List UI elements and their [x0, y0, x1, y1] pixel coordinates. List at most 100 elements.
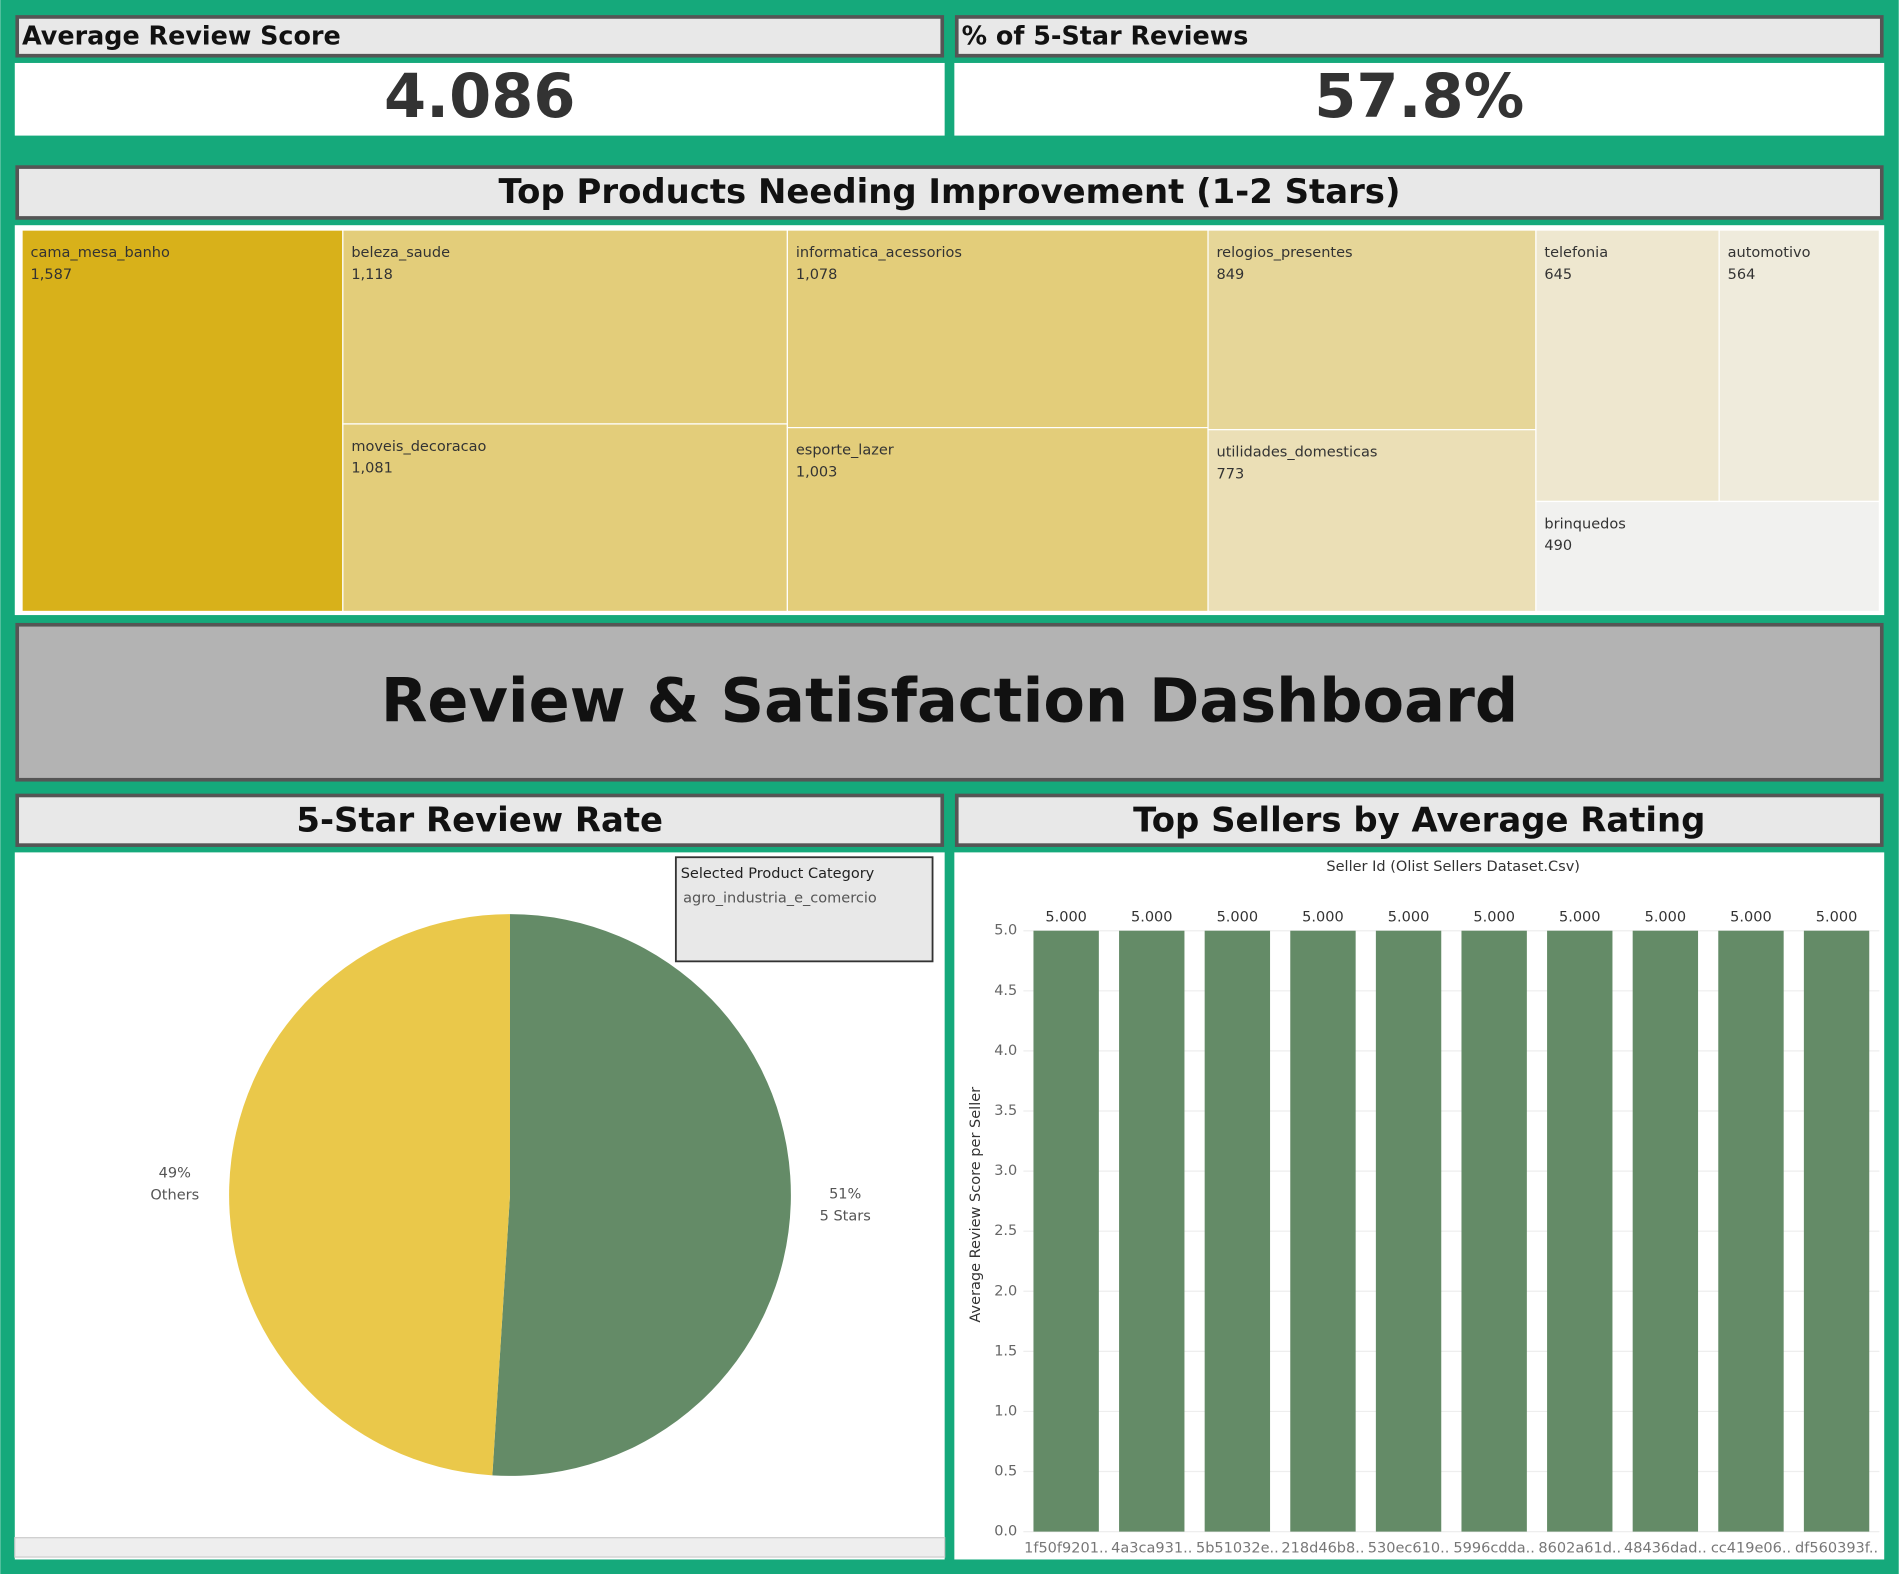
bar-value: 5.000: [1645, 909, 1687, 925]
y-tick-label: 5.0: [994, 923, 1017, 939]
cell-value: 1,081: [351, 461, 393, 477]
cell-label: moveis_decoracao: [351, 439, 486, 455]
bar-value: 5.000: [1131, 909, 1173, 925]
y-tick-label: 0.0: [994, 1524, 1017, 1540]
bar-value: 5.000: [1388, 909, 1430, 925]
treemap-cell: [1718, 229, 1880, 503]
y-tick-label: 2.0: [994, 1283, 1017, 1299]
cell-label: telefonia: [1544, 245, 1608, 261]
kpi-box: [14, 62, 945, 136]
cell-label: informatica_acessorios: [796, 245, 962, 261]
y-tick-label: 4.0: [994, 1043, 1017, 1059]
pie-slice: [229, 914, 510, 1476]
x-tick-label: 8602a61d..: [1538, 1541, 1621, 1557]
x-tick-label: 530ec610..: [1368, 1541, 1450, 1557]
x-axis-title: Seller Id (Olist Sellers Dataset.Csv): [1326, 859, 1580, 875]
scrollbar[interactable]: [14, 1537, 946, 1558]
x-tick-label: df560393f..: [1795, 1541, 1878, 1557]
x-tick-label: 4a3ca931..: [1111, 1541, 1192, 1557]
cell-value: 849: [1217, 267, 1245, 283]
bar-value: 5.000: [1816, 909, 1858, 925]
slice-value: 49%: [159, 1166, 191, 1182]
cell-value: 773: [1217, 466, 1245, 482]
slice-label: 5 Stars: [820, 1208, 871, 1224]
kpi-title-box: [15, 15, 945, 58]
x-tick-label: cc419e06..: [1711, 1541, 1791, 1557]
pie-slice: [492, 914, 791, 1476]
y-tick-label: 1.5: [994, 1343, 1017, 1359]
y-tick-label: 4.5: [994, 983, 1017, 999]
treemap-cell: [342, 423, 788, 613]
cell-label: esporte_lazer: [796, 443, 894, 459]
filter-box[interactable]: [674, 856, 934, 963]
bar: [1375, 930, 1442, 1532]
y-axis-title: Average Review Score per Seller: [968, 1087, 984, 1323]
x-tick-label: 1f50f9201..: [1024, 1541, 1108, 1557]
panel-title-box: [954, 793, 1884, 847]
x-tick-label: 5996cdda..: [1453, 1541, 1534, 1557]
cell-value: 564: [1728, 267, 1756, 283]
y-tick-label: 3.0: [994, 1163, 1017, 1179]
cell-value: 490: [1544, 538, 1572, 554]
cell-value: 645: [1544, 267, 1572, 283]
slice-value: 51%: [829, 1187, 861, 1203]
cell-label: cama_mesa_banho: [31, 245, 170, 261]
treemap-cell: [1535, 229, 1720, 503]
y-tick-label: 3.5: [994, 1103, 1017, 1119]
treemap-cell: [21, 229, 344, 613]
cell-value: 1,003: [796, 464, 838, 480]
bar: [1632, 930, 1699, 1532]
x-tick-label: 218d46b8..: [1281, 1541, 1364, 1557]
treemap-cell: [786, 427, 1209, 613]
bar: [1803, 930, 1870, 1532]
filter-title: Selected Product Category: [681, 866, 875, 882]
cell-label: brinquedos: [1544, 516, 1625, 532]
bar-title: Top Sellers by Average Rating: [1133, 801, 1705, 840]
bar-value: 5.000: [1302, 909, 1344, 925]
kpi-title: Average Review Score: [22, 21, 341, 51]
treemap-cell: [1207, 429, 1537, 613]
cell-value: 1,078: [796, 267, 838, 283]
y-tick-label: 2.5: [994, 1223, 1017, 1239]
bar: [1204, 930, 1271, 1532]
cell-label: beleza_saude: [351, 245, 450, 261]
treemap-cell: [1207, 229, 1537, 431]
cell-label: relogios_presentes: [1217, 245, 1353, 261]
x-tick-label: 48436dad..: [1624, 1541, 1707, 1557]
cell-value: 1,118: [351, 267, 393, 283]
bar-value: 5.000: [1045, 909, 1087, 925]
bar: [1033, 930, 1099, 1532]
kpi-value: 4.086: [384, 62, 575, 132]
title-box: [15, 622, 1884, 782]
cell-value: 1,587: [31, 267, 73, 283]
slice-label: Others: [150, 1187, 199, 1203]
cell-label: automotivo: [1728, 245, 1811, 261]
bar: [1290, 930, 1356, 1532]
y-tick-label: 1.0: [994, 1403, 1017, 1419]
bar: [1461, 930, 1527, 1532]
kpi-title-box: [954, 15, 1884, 58]
kpi-value: 57.8%: [1314, 62, 1524, 132]
bar-value: 5.000: [1217, 909, 1259, 925]
bar-value: 5.000: [1473, 909, 1515, 925]
panel-title-box: [15, 165, 1884, 220]
x-tick-label: 5b51032e..: [1196, 1541, 1279, 1557]
cell-label: utilidades_domesticas: [1217, 445, 1378, 461]
y-tick-label: 0.5: [994, 1464, 1017, 1480]
bar: [1718, 930, 1784, 1532]
panel-title-box: [15, 793, 945, 847]
kpi-title: % of 5-Star Reviews: [962, 21, 1249, 51]
bar: [1547, 930, 1613, 1532]
bar: [1119, 930, 1185, 1532]
treemap-cell: [1535, 500, 1880, 613]
treemap-cell: [786, 229, 1209, 429]
pie-title: 5-Star Review Rate: [296, 801, 663, 840]
bar-value: 5.000: [1559, 909, 1601, 925]
treemap-cell: [342, 229, 788, 425]
treemap-title: Top Products Needing Improvement (1-2 St…: [499, 172, 1401, 211]
kpi-box: [954, 62, 1885, 136]
bar-value: 5.000: [1730, 909, 1772, 925]
filter-value[interactable]: agro_industria_e_comercio: [683, 890, 877, 906]
dashboard-title: Review & Satisfaction Dashboard: [381, 666, 1518, 736]
